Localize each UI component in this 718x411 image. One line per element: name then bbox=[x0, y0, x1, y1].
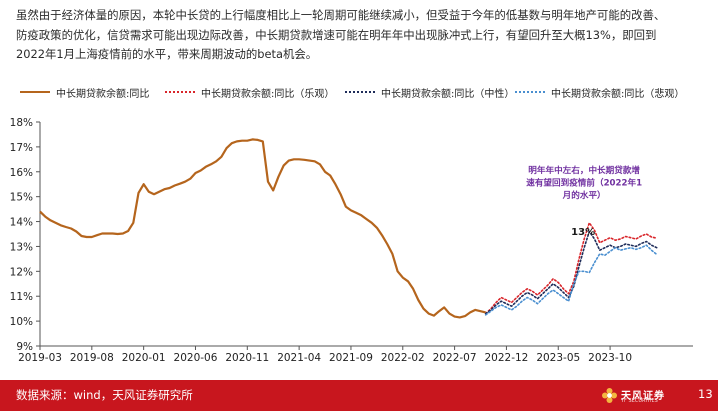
series-pessimistic-line bbox=[484, 244, 658, 316]
data-source-text: 数据来源：wind，天风证券研究所 bbox=[16, 388, 193, 402]
y-axis: 9% 10% 11% 12% 13% 14% 15% 16% 17% 18% bbox=[10, 117, 41, 353]
peak-13pct-label: 13% bbox=[571, 227, 595, 238]
y-tick-label: 13% bbox=[10, 241, 33, 253]
y-tick-label: 15% bbox=[10, 192, 33, 204]
forecast-note-line-1: 明年年中左右，中长期贷款增 bbox=[528, 164, 640, 176]
series-actual-line bbox=[39, 138, 486, 319]
annotation-layer: 明年年中左右，中长期贷款增 速有望回到疫情前（2022年1 月的水平） 13% bbox=[526, 164, 642, 238]
legend-swatch-optimistic bbox=[165, 91, 195, 93]
x-tick-label: 2023-05 bbox=[536, 352, 580, 364]
x-tick-label: 2022-02 bbox=[381, 352, 425, 364]
x-tick-label: 2023-10 bbox=[588, 352, 632, 364]
legend-item-neutral: 中长期贷款余额:同比（中性） bbox=[345, 84, 514, 100]
legend-label-pessimistic: 中长期贷款余额:同比（悲观） bbox=[551, 88, 685, 100]
forecast-note-line-2: 速有望回到疫情前（2022年1 bbox=[526, 177, 642, 189]
legend-item-actual: 中长期贷款余额:同比 bbox=[20, 84, 149, 100]
footer-bar: 数据来源：wind，天风证券研究所 天风证券 TF SECURITIES 13 bbox=[0, 380, 718, 411]
y-tick-label: 16% bbox=[10, 167, 33, 179]
x-axis: 2019-03 2019-08 2020-01 2020-06 2020-11 2021-… bbox=[18, 345, 693, 364]
x-tick-label: 2020-11 bbox=[225, 352, 269, 364]
series-layer bbox=[39, 138, 658, 319]
legend-label-neutral: 中长期贷款余额:同比（中性） bbox=[381, 88, 515, 100]
legend-label-optimistic: 中长期贷款余额:同比（乐观） bbox=[201, 88, 335, 100]
y-tick-label: 12% bbox=[10, 266, 33, 278]
intro-line-2: 防疫政策的优化，信贷需求可能出现边际改善，中长期贷款增速可能在明年年中出现脉冲式… bbox=[16, 27, 657, 42]
x-tick-label: 2021-04 bbox=[277, 352, 321, 364]
brand-name: 天风证券 bbox=[621, 391, 665, 402]
intro-line-3: 2022年1月上海疫情前的水平，带来周期波动的beta机会。 bbox=[16, 47, 318, 61]
x-tick-label: 2020-01 bbox=[122, 352, 166, 364]
y-tick-label: 10% bbox=[10, 316, 33, 328]
x-tick-label: 2019-08 bbox=[70, 352, 114, 364]
y-tick-label: 14% bbox=[10, 217, 33, 229]
legend-item-pessimistic: 中长期贷款余额:同比（悲观） bbox=[515, 84, 684, 100]
intro-line-1: 虽然由于经济体量的原因，本轮中长贷的上行幅度相比上一轮周期可能继续减小，但受益于… bbox=[16, 8, 666, 22]
series-optimistic-line bbox=[484, 222, 658, 315]
y-tick-label: 18% bbox=[10, 117, 33, 129]
legend-swatch-pessimistic bbox=[515, 91, 545, 93]
forecast-note-line-3: 月的水平） bbox=[562, 189, 606, 201]
x-tick-label: 2022-07 bbox=[433, 352, 477, 364]
x-tick-label: 2021-09 bbox=[329, 352, 373, 364]
y-tick-label: 9% bbox=[16, 341, 33, 353]
legend-swatch-neutral bbox=[345, 91, 375, 93]
legend-label-actual: 中长期贷款余额:同比 bbox=[56, 88, 150, 100]
legend-swatch-actual bbox=[20, 91, 50, 93]
x-tick-label: 2019-03 bbox=[18, 352, 62, 364]
line-chart: 9%10%11%12%13%14%15%16%17%18% 2019-03 201… bbox=[10, 117, 693, 364]
x-tick-label: 2022-12 bbox=[484, 352, 528, 364]
series-neutral-line bbox=[484, 230, 658, 315]
y-tick-label: 17% bbox=[10, 142, 33, 154]
legend-item-optimistic: 中长期贷款余额:同比（乐观） bbox=[165, 84, 334, 100]
flower-logo-icon bbox=[602, 388, 617, 403]
y-tick-label: 11% bbox=[10, 291, 33, 303]
brand-subtitle: TF SECURITIES bbox=[621, 398, 658, 404]
chart-legend: 中长期贷款余额:同比 中长期贷款余额:同比（乐观） 中长期贷款余额:同比（中性）… bbox=[20, 84, 710, 100]
page-number: 13 bbox=[698, 387, 713, 401]
intro-paragraph: 虽然由于经济体量的原因，本轮中长贷的上行幅度相比上一轮周期可能继续减小，但受益于… bbox=[16, 6, 706, 65]
x-tick-label: 2020-06 bbox=[174, 352, 218, 364]
brand-logo: 天风证券 TF SECURITIES bbox=[601, 386, 697, 406]
